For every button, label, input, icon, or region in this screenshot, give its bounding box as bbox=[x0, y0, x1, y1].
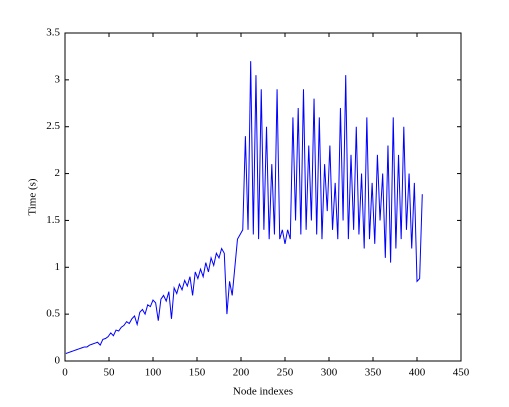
x-tick-label: 450 bbox=[453, 367, 470, 379]
y-tick-label: 2 bbox=[55, 167, 61, 179]
x-tick-label: 400 bbox=[409, 367, 426, 379]
y-tick-label: 3.5 bbox=[46, 27, 60, 39]
x-tick-label: 100 bbox=[145, 367, 162, 379]
x-axis-label: Node indexes bbox=[233, 386, 293, 398]
x-tick-label: 300 bbox=[321, 367, 338, 379]
x-tick-label: 0 bbox=[62, 367, 68, 379]
y-axis-label: Time (s) bbox=[27, 178, 39, 216]
x-tick-label: 150 bbox=[189, 367, 206, 379]
y-tick-label: 2.5 bbox=[46, 120, 60, 132]
x-tick-label: 200 bbox=[233, 367, 250, 379]
x-tick-label: 50 bbox=[104, 367, 116, 379]
y-tick-label: 1.5 bbox=[46, 214, 60, 226]
x-tick-label: 350 bbox=[365, 367, 382, 379]
y-tick-label: 3 bbox=[55, 73, 61, 85]
data-line bbox=[65, 61, 423, 354]
x-tick-label: 250 bbox=[277, 367, 294, 379]
y-tick-label: 0 bbox=[55, 355, 61, 367]
y-tick-label: 0.5 bbox=[46, 308, 60, 320]
y-tick-label: 1 bbox=[55, 261, 61, 273]
